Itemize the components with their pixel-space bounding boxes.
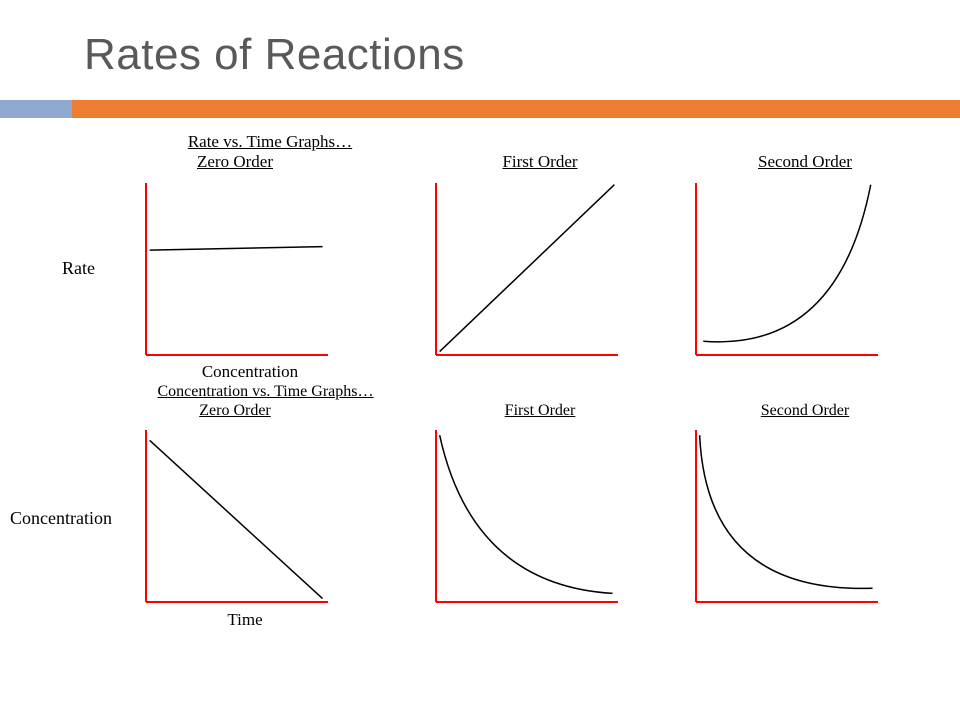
accent-square xyxy=(0,100,72,118)
chart-conc-zero xyxy=(128,422,338,612)
chart-conc-second xyxy=(678,422,888,612)
chart-rate-first xyxy=(418,175,628,365)
row1-xlabel: Concentration xyxy=(180,362,320,382)
page-title: Rates of Reactions xyxy=(84,30,465,80)
chart-title-r1c1: Zero Order xyxy=(175,152,295,172)
section2-title: Concentration vs. Time Graphs… xyxy=(128,383,403,401)
chart-title-r2c3: Second Order xyxy=(740,402,870,420)
row1-ylabel: Rate xyxy=(62,258,95,279)
row2-ylabel: Concentration xyxy=(10,508,112,529)
accent-bar xyxy=(0,100,960,118)
chart-rate-zero xyxy=(128,175,338,365)
row2-xlabel: Time xyxy=(205,610,285,630)
chart-title-r2c1: Zero Order xyxy=(175,402,295,420)
chart-rate-second xyxy=(678,175,888,365)
slide: Rates of Reactions Rate vs. Time Graphs…… xyxy=(0,0,960,720)
section1-title: Rate vs. Time Graphs… xyxy=(160,132,380,152)
chart-title-r1c3: Second Order xyxy=(740,152,870,172)
chart-title-r2c2: First Order xyxy=(480,402,600,420)
chart-title-r1c2: First Order xyxy=(480,152,600,172)
chart-conc-first xyxy=(418,422,628,612)
